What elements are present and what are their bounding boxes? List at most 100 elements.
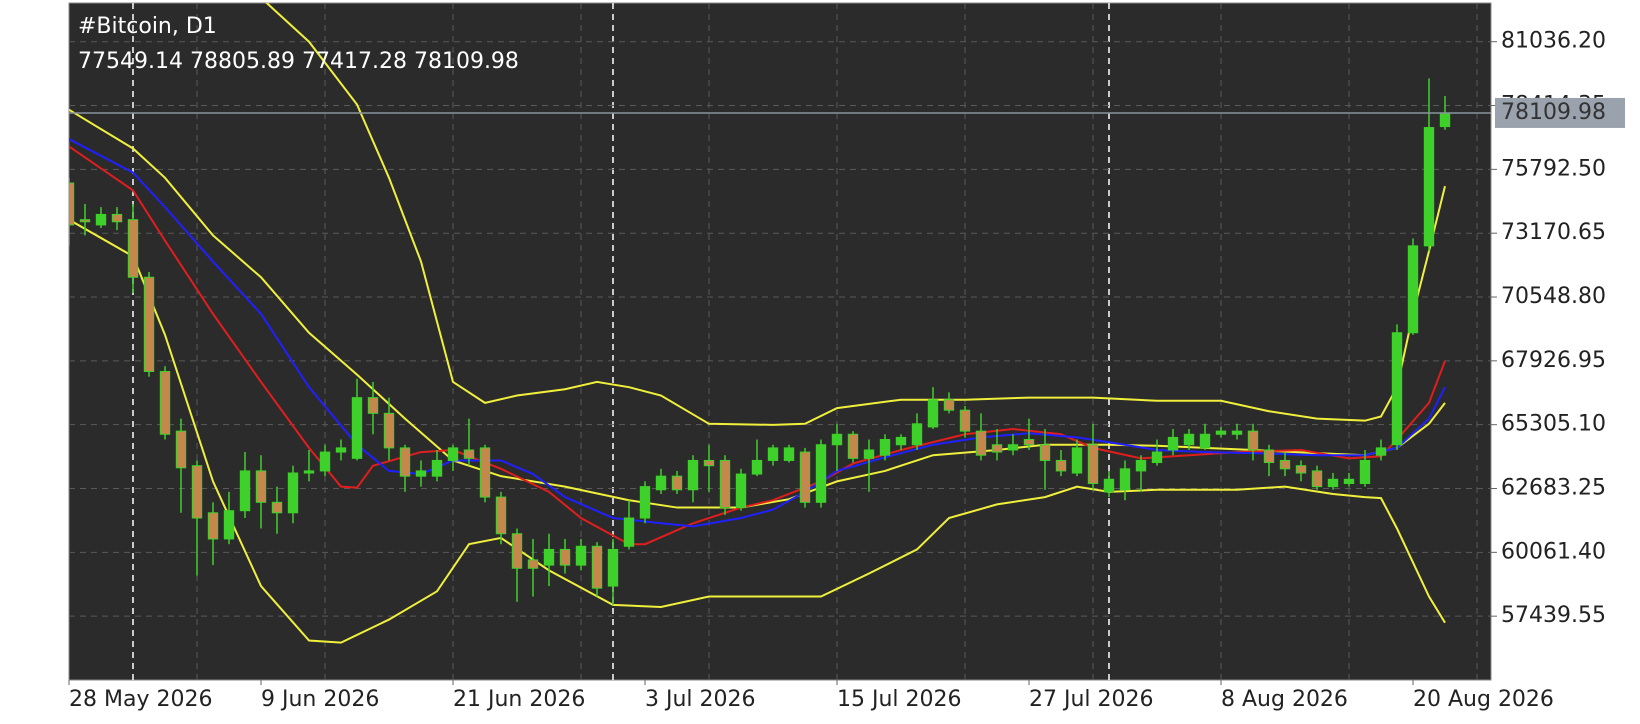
candle-body (655, 475, 667, 491)
candle-body (1295, 465, 1307, 474)
candle-body (815, 444, 827, 503)
candle-body (1071, 447, 1083, 474)
candle-body (1279, 459, 1291, 470)
candle-body (927, 399, 939, 428)
candle-body (1007, 444, 1019, 451)
candle-body (1103, 478, 1115, 493)
candle-body (575, 545, 587, 566)
x-tick-label: 28 May 2026 (69, 687, 212, 712)
candle-body (1135, 459, 1147, 472)
candle-body (1199, 433, 1211, 449)
candle-body (175, 430, 187, 469)
candle-body (479, 447, 491, 498)
y-tick-label: 81036.20 (1501, 29, 1606, 54)
candle-body (639, 486, 651, 519)
candle-body (703, 459, 715, 467)
header-close: 78109.98 (414, 49, 519, 74)
y-tick-label: 67926.95 (1501, 348, 1606, 373)
candle-body (1183, 433, 1195, 446)
candle-body (767, 447, 779, 461)
candle-body (207, 512, 219, 540)
candle-body (799, 451, 811, 503)
y-tick-label: 62683.25 (1501, 476, 1606, 501)
candle-body (415, 470, 427, 477)
y-tick-label: 60061.40 (1501, 539, 1606, 564)
price-label-box (1495, 97, 1625, 128)
ohlc-header: 77549.14 78805.89 77417.28 78109.98 (78, 49, 519, 74)
x-tick-label: 15 Jul 2026 (837, 687, 962, 712)
candle-body (1343, 478, 1355, 484)
candle-body (127, 219, 139, 278)
header-high: 78805.89 (190, 49, 295, 74)
candle-body (143, 276, 155, 372)
candle-body (607, 548, 619, 587)
candle-body (527, 559, 539, 569)
candle-body (351, 397, 363, 459)
candle-body (319, 451, 331, 472)
indicator-line (69, 138, 1446, 528)
x-tick-label: 27 Jul 2026 (1029, 687, 1154, 712)
candle-body (1263, 449, 1275, 464)
candles (69, 78, 1451, 605)
candle-body (895, 436, 907, 446)
y-tick-label: 70548.80 (1501, 284, 1606, 309)
candle-body (559, 548, 571, 566)
candle-body (223, 510, 235, 540)
candle-body (1407, 245, 1419, 334)
candle-body (383, 412, 395, 449)
candle-body (463, 449, 475, 459)
x-tick-label: 21 Jun 2026 (453, 687, 585, 712)
candle-body (1055, 459, 1067, 472)
candle-body (623, 517, 635, 547)
candle-body (271, 501, 283, 514)
candle-body (1167, 436, 1179, 451)
candle-body (863, 449, 875, 459)
candle-body (1151, 451, 1163, 464)
candle-body (543, 548, 555, 566)
candle-body (239, 470, 251, 512)
candle-body (959, 409, 971, 432)
y-tick-label: 65305.10 (1501, 412, 1606, 437)
candle-body (495, 496, 507, 535)
candle-body (1231, 430, 1243, 435)
candle-body (671, 475, 683, 491)
candle-body (911, 423, 923, 446)
x-tick-label: 20 Aug 2026 (1413, 687, 1554, 712)
header-open: 77549.14 (78, 49, 183, 74)
candle-body (1391, 332, 1403, 446)
candle-body (511, 533, 523, 569)
candle-body (79, 219, 91, 223)
candle-body (1423, 127, 1435, 247)
candle-body (1311, 470, 1323, 488)
x-tick-label: 9 Jun 2026 (261, 687, 379, 712)
y-tick-label: 57439.55 (1501, 603, 1606, 628)
candle-body (255, 470, 267, 503)
candle-body (735, 473, 747, 509)
candle-body (831, 433, 843, 446)
candle-body (1023, 439, 1035, 446)
candle-body (591, 545, 603, 589)
y-tick-label: 73170.65 (1501, 220, 1606, 245)
candle-body (975, 430, 987, 456)
candle-body (1247, 430, 1259, 451)
indicator-line (69, 218, 1446, 644)
candle-body (1439, 112, 1451, 128)
indicator-line (265, 3, 1446, 426)
candle-body (1375, 447, 1387, 456)
candle-body (399, 447, 411, 477)
candle-body (847, 433, 859, 459)
grid (69, 3, 1491, 680)
plot-area (68, 2, 1492, 681)
header-low: 77417.28 (302, 49, 407, 74)
candle-body (159, 370, 171, 435)
candle-body (1215, 430, 1227, 435)
candle-body (335, 447, 347, 453)
candle-body (95, 213, 107, 226)
x-tick-label: 3 Jul 2026 (645, 687, 756, 712)
candle-body (991, 444, 1003, 453)
y-tick-label: 75792.50 (1501, 156, 1606, 181)
candle-body (287, 472, 299, 514)
candle-body (943, 399, 955, 411)
